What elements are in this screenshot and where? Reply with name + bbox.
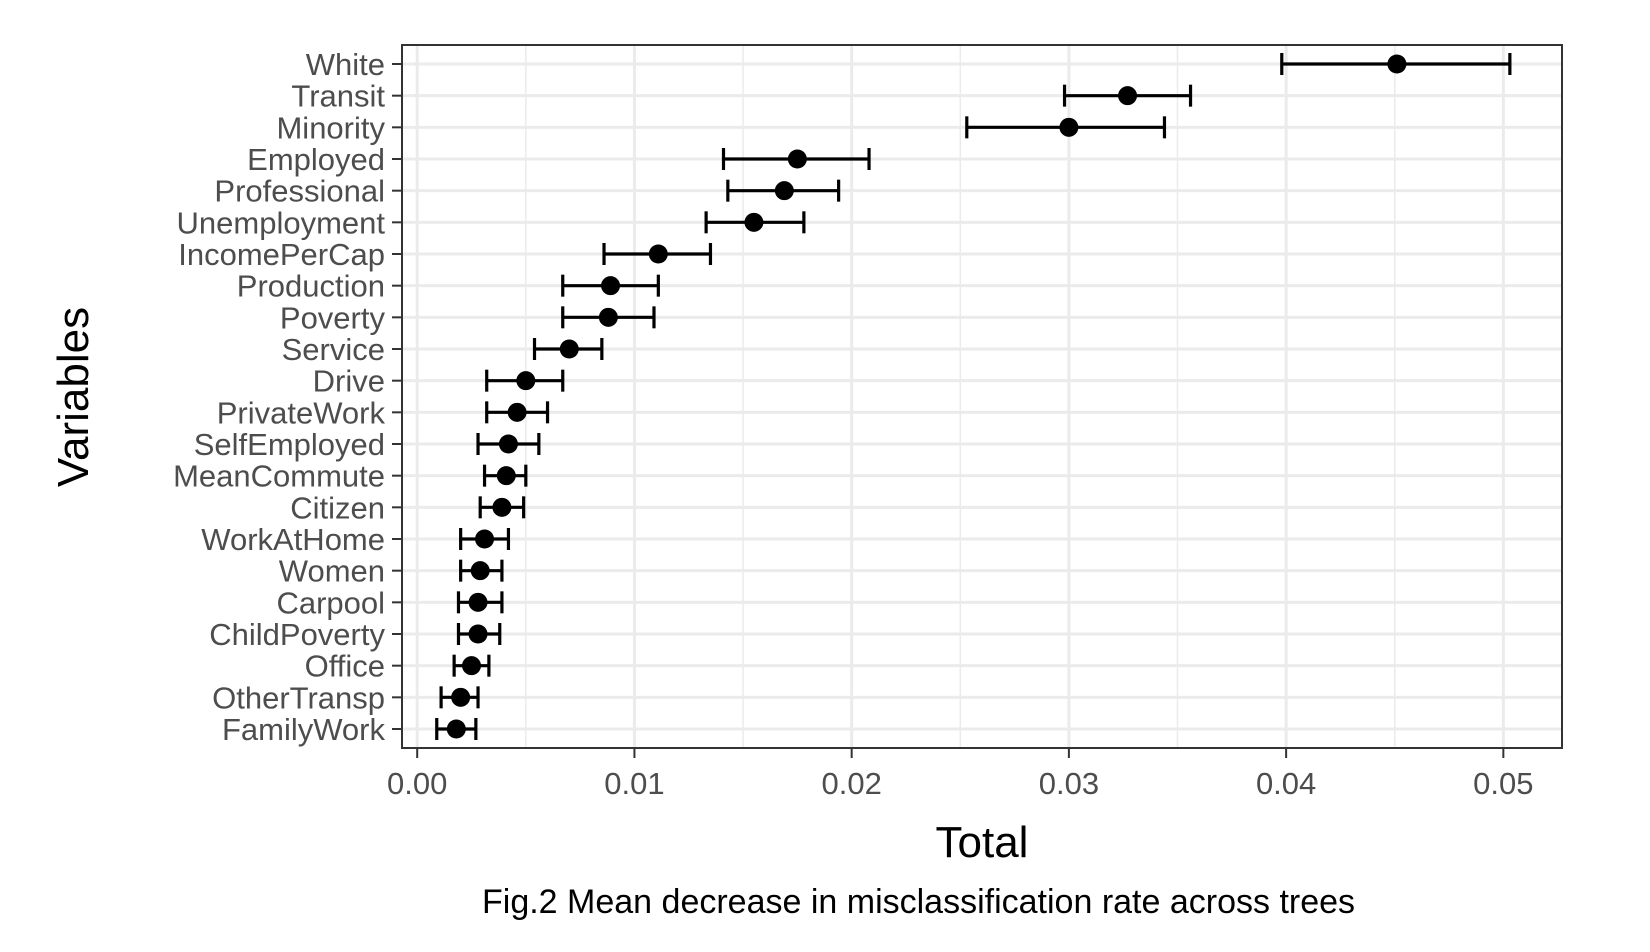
y-tick-label: Citizen xyxy=(290,490,385,525)
data-point xyxy=(451,687,471,707)
figure-caption: Fig.2 Mean decrease in misclassification… xyxy=(482,883,1356,921)
data-point xyxy=(744,212,764,232)
y-tick-label: Poverty xyxy=(280,300,386,335)
y-tick-label: MeanCommute xyxy=(173,459,385,494)
x-tick-label: 0.01 xyxy=(604,766,664,801)
x-tick-label: 0.03 xyxy=(1039,766,1099,801)
y-axis-title: Variables xyxy=(49,307,98,487)
data-point xyxy=(516,371,536,391)
data-point xyxy=(446,719,466,739)
y-tick-label: Carpool xyxy=(276,585,385,620)
data-point xyxy=(1118,86,1138,106)
data-point xyxy=(475,529,495,549)
y-axis: WhiteTransitMinorityEmployedProfessional… xyxy=(173,47,402,747)
data-point xyxy=(1387,54,1407,74)
data-point xyxy=(601,276,621,296)
y-tick-label: White xyxy=(306,47,385,82)
data-point xyxy=(498,434,518,454)
x-tick-label: 0.04 xyxy=(1256,766,1316,801)
y-tick-label: Production xyxy=(237,269,385,304)
x-axis: 0.00 0.01 0.02 0.03 0.04 0.05 xyxy=(387,748,1534,801)
data-point xyxy=(559,339,579,359)
x-tick-label: 0.02 xyxy=(821,766,881,801)
data-point xyxy=(462,656,482,676)
data-point xyxy=(648,244,668,264)
y-tick-label: SelfEmployed xyxy=(194,427,385,462)
data-point xyxy=(774,181,794,201)
points-layer xyxy=(446,54,1407,739)
data-point xyxy=(470,561,490,581)
y-tick-label: Unemployment xyxy=(177,205,386,240)
y-tick-label: Transit xyxy=(291,79,385,114)
y-tick-label: Minority xyxy=(276,110,385,145)
data-point xyxy=(507,402,527,422)
y-tick-label: PrivateWork xyxy=(217,395,386,430)
y-tick-label: ChildPoverty xyxy=(209,617,385,652)
y-tick-label: IncomePerCap xyxy=(178,237,385,272)
x-axis-title: Total xyxy=(936,818,1029,867)
y-tick-label: Service xyxy=(282,332,385,367)
data-point xyxy=(598,307,618,327)
x-tick-label: 0.00 xyxy=(387,766,447,801)
data-point xyxy=(468,592,488,612)
data-point xyxy=(1059,117,1079,137)
data-point xyxy=(787,149,807,169)
y-tick-label: WorkAtHome xyxy=(201,522,385,557)
y-tick-label: Drive xyxy=(313,364,385,399)
plot-panel-background xyxy=(402,45,1562,748)
y-tick-label: OtherTransp xyxy=(212,680,385,715)
data-point xyxy=(492,497,512,517)
plot-panel-border xyxy=(401,44,1563,749)
y-tick-label: Employed xyxy=(247,142,385,177)
y-tick-label: Office xyxy=(305,649,385,684)
y-tick-label: FamilyWork xyxy=(222,712,386,747)
x-tick-label: 0.05 xyxy=(1473,766,1533,801)
data-point xyxy=(496,466,516,486)
y-tick-label: Women xyxy=(279,554,385,589)
data-point xyxy=(468,624,488,644)
y-tick-label: Professional xyxy=(214,174,385,209)
